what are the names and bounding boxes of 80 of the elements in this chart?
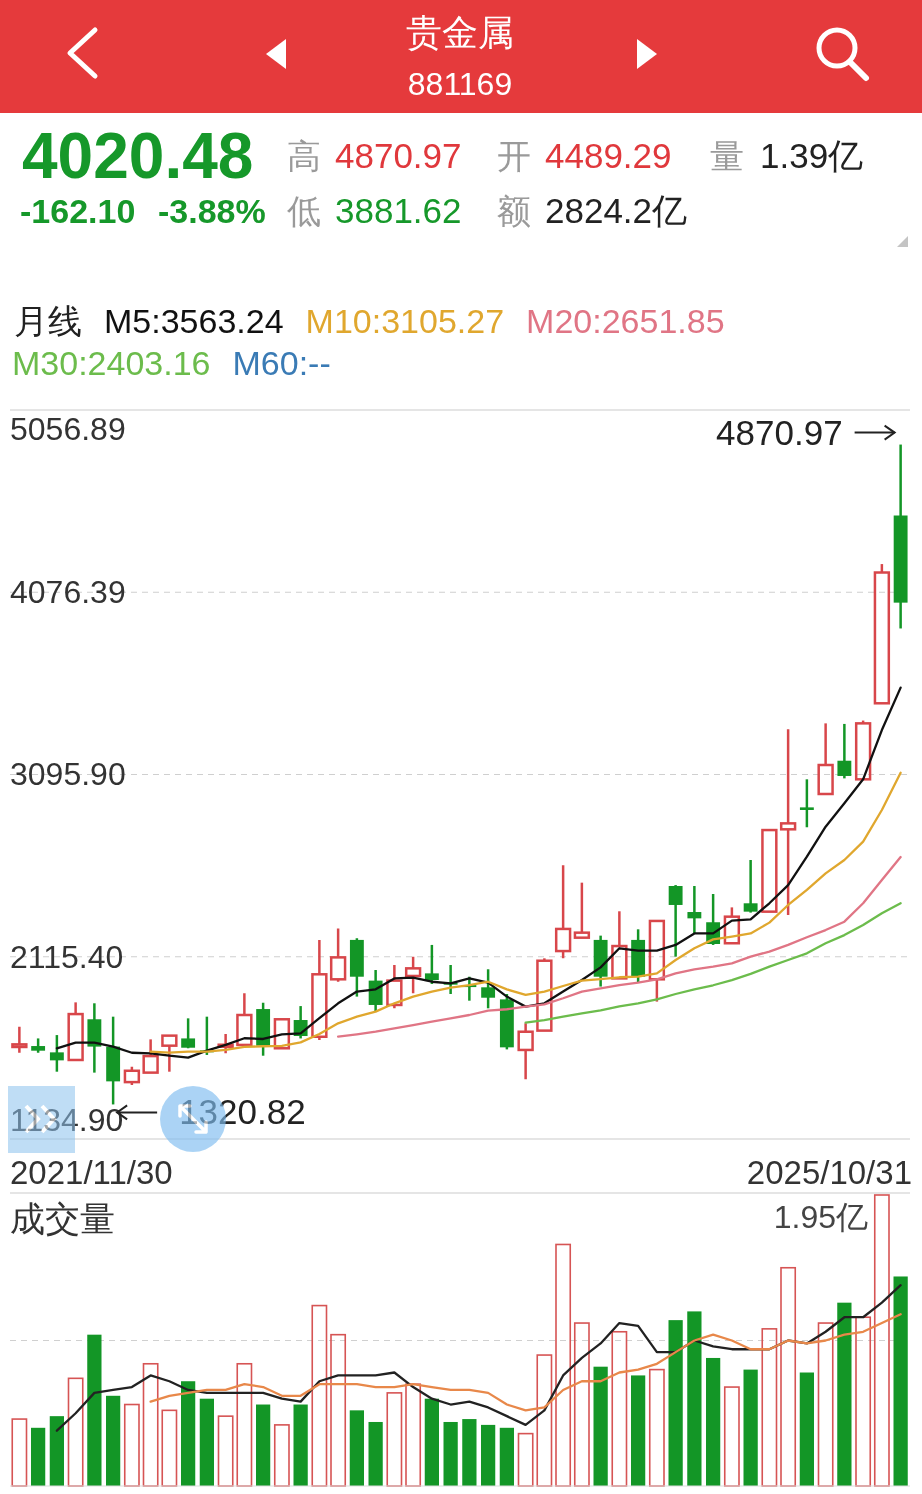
bar <box>31 1427 46 1486</box>
text: 3881.62 <box>335 191 462 230</box>
y-tick-label: 3095.90 <box>10 756 126 793</box>
bar <box>648 1368 665 1487</box>
y-tick-label: 4076.39 <box>10 574 126 611</box>
bar <box>349 1410 364 1486</box>
bar <box>593 1366 608 1486</box>
bar <box>555 1243 572 1487</box>
text: M10:3105.27 <box>305 302 505 340</box>
text: 2021/11/30 <box>10 1154 173 1191</box>
text: 881169 <box>407 66 513 102</box>
text: 贵金属 <box>406 12 514 53</box>
bar <box>499 1427 514 1486</box>
bar <box>11 1418 28 1487</box>
text: 1.39亿 <box>760 136 864 175</box>
bar <box>780 1266 797 1487</box>
chart-title: 成交量 <box>10 1199 115 1238</box>
bar <box>405 1383 422 1487</box>
bar <box>462 1419 477 1486</box>
bar <box>123 1403 140 1487</box>
bar <box>631 1375 646 1486</box>
text: 量 <box>710 137 744 175</box>
text: M5:3563.24 <box>104 302 284 340</box>
bar <box>723 1386 740 1487</box>
text: M30:2403.16 <box>12 344 211 382</box>
text: 2824.2亿 <box>545 191 688 230</box>
text: -3.88% <box>158 192 266 230</box>
bar <box>706 1357 721 1486</box>
annotation: 1320.82 <box>179 1092 306 1132</box>
bar <box>368 1421 383 1486</box>
bar <box>199 1398 214 1486</box>
bar <box>873 1194 890 1487</box>
text: 开 <box>497 137 531 175</box>
bar <box>142 1362 159 1487</box>
text: 4489.29 <box>545 136 672 175</box>
bar <box>893 1276 908 1486</box>
bar <box>330 1333 347 1487</box>
bar <box>517 1432 534 1487</box>
bar <box>106 1395 121 1486</box>
bar <box>443 1421 458 1486</box>
legend-label: M60:-- <box>232 344 331 382</box>
annotation: 1.95亿 <box>773 1199 868 1235</box>
bar <box>743 1369 758 1486</box>
text: 2025/10/31 <box>746 1154 912 1191</box>
bar <box>256 1404 271 1486</box>
bar <box>573 1322 590 1487</box>
text: -162.10 <box>20 192 136 230</box>
bar <box>424 1398 439 1486</box>
bar <box>481 1424 496 1486</box>
legend-title: 月线 <box>14 302 82 340</box>
y-tick-label: 2115.40 <box>10 938 124 975</box>
bar <box>817 1322 834 1487</box>
bar <box>536 1354 553 1487</box>
bar <box>837 1302 852 1486</box>
bar <box>236 1362 253 1487</box>
bar <box>668 1320 683 1486</box>
y-tick-label: 5056.89 <box>10 411 126 447</box>
bar <box>855 1316 872 1487</box>
bar <box>67 1377 84 1487</box>
bar <box>49 1416 64 1486</box>
bar <box>293 1404 308 1486</box>
bar <box>181 1381 196 1486</box>
bar <box>87 1334 102 1486</box>
text: 低 <box>287 192 321 230</box>
text: M20:2651.85 <box>526 302 725 340</box>
bar <box>386 1392 403 1487</box>
text: 高 <box>287 137 321 175</box>
bar <box>273 1424 290 1487</box>
annotation: 4870.97 <box>716 412 843 452</box>
bar <box>311 1304 328 1487</box>
bar <box>799 1372 814 1486</box>
bar <box>611 1330 628 1487</box>
text: 4870.97 <box>335 136 462 175</box>
bar <box>161 1409 178 1487</box>
y-tick-label: 1134.90 <box>10 1102 124 1138</box>
text: 4020.48 <box>22 120 254 192</box>
bar <box>687 1311 702 1486</box>
bar <box>217 1415 234 1487</box>
bar <box>761 1328 778 1487</box>
text: 额 <box>497 192 531 230</box>
